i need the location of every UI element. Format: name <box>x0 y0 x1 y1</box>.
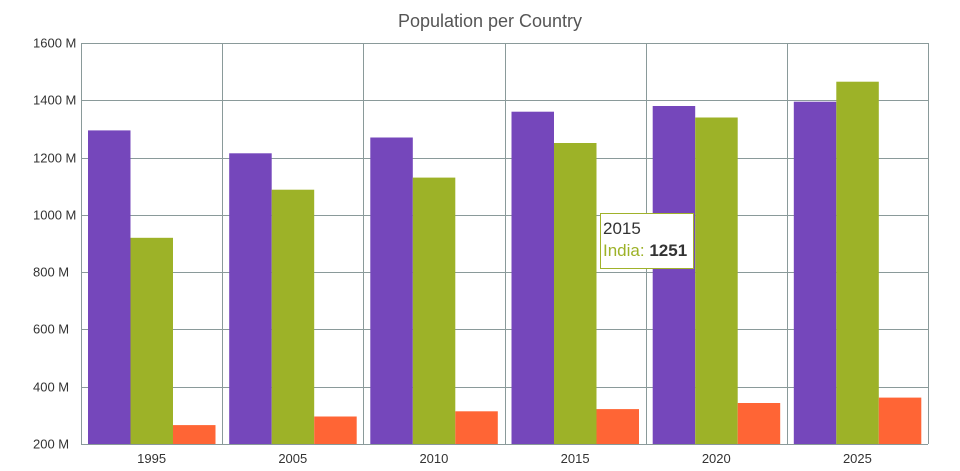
x-tick-label: 2025 <box>843 451 872 466</box>
y-tick-label: 1200 M <box>33 151 76 166</box>
bar-china-2010[interactable] <box>370 137 413 445</box>
bar-india-1995[interactable] <box>130 237 174 444</box>
y-tick-label: 600 M <box>33 322 69 337</box>
x-tick-label: 2020 <box>702 451 731 466</box>
y-tick-label: 1000 M <box>33 208 76 223</box>
bar-united-states-2005[interactable] <box>314 416 357 445</box>
bar-india-2020[interactable] <box>695 117 738 445</box>
bar-united-states-1995[interactable] <box>173 425 216 444</box>
y-tick-label: 1600 M <box>33 36 76 51</box>
y-tick-label: 800 M <box>33 265 69 280</box>
x-tick-label: 2010 <box>419 451 448 466</box>
x-tick-label: 2005 <box>278 451 307 466</box>
chart-title: Population per Country <box>398 11 582 31</box>
axes: 200 M 400 M 600 M 800 M 1000 M 1200 M 1400 M 16… <box>33 36 928 466</box>
bar-china-2025[interactable] <box>793 101 837 444</box>
bar-united-states-2015[interactable] <box>596 409 640 444</box>
bar-china-2005[interactable] <box>229 153 272 445</box>
bar-united-states-2020[interactable] <box>737 403 781 444</box>
y-tick-label: 1400 M <box>33 93 76 108</box>
bar-india-2005[interactable] <box>271 189 315 444</box>
x-tick-label: 2015 <box>561 451 590 466</box>
bar-china-1995[interactable] <box>88 130 131 444</box>
tooltip-series-row: India: 1251 <box>603 240 693 262</box>
bar-india-2010[interactable] <box>412 177 456 444</box>
tooltip-value: 1251 <box>649 241 688 260</box>
tooltip-title: 2015 <box>603 219 641 238</box>
grid <box>81 43 929 444</box>
bar-china-2020[interactable] <box>652 106 696 444</box>
y-tick-label: 200 M <box>33 437 69 452</box>
x-tick-label: 1995 <box>137 451 166 466</box>
bar-india-2015[interactable] <box>554 143 597 444</box>
bar-india-2025[interactable] <box>836 81 879 444</box>
y-tick-label: 400 M <box>33 380 69 395</box>
bar-united-states-2025[interactable] <box>878 397 922 444</box>
bar-united-states-2010[interactable] <box>455 411 498 444</box>
tooltip-series-label: India: <box>603 241 645 260</box>
bar-china-2015[interactable] <box>511 111 555 444</box>
data-tooltip: 2015 India: 1251 <box>600 213 694 269</box>
bars <box>88 81 922 445</box>
